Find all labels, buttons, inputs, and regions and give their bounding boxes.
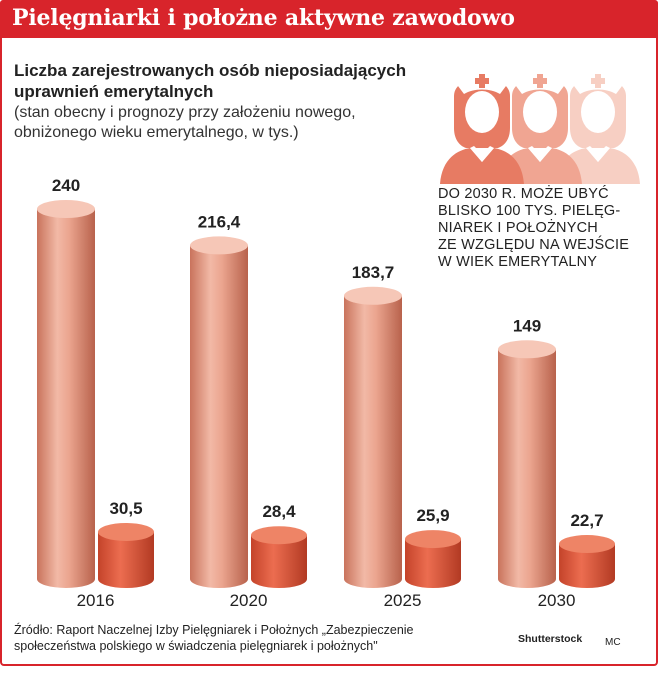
annotation-line: NIAREK I POŁOŻNYCH bbox=[438, 220, 598, 236]
bar-secondary bbox=[251, 526, 307, 588]
value-label-total: 240 bbox=[52, 176, 80, 195]
annotation-line: W WIEK EMERYTALNY bbox=[438, 254, 598, 270]
value-label-secondary: 28,4 bbox=[262, 502, 296, 521]
source-note: Źródło: Raport Naczelnej Izby Pielęgniar… bbox=[14, 622, 474, 654]
page-title: Pielęgniarki i położne aktywne zawodowo bbox=[12, 5, 515, 31]
bar-total bbox=[37, 200, 95, 588]
nurses-illustration bbox=[440, 74, 640, 184]
bar-secondary bbox=[98, 522, 154, 588]
chart-heading: Liczba zarejestrowanych osób nieposiadaj… bbox=[14, 60, 434, 143]
source-line: społeczeństwa polskiego w świadczenia pi… bbox=[14, 639, 378, 653]
value-label-total: 183,7 bbox=[352, 263, 395, 282]
annotation-line: BLISKO 100 TYS. PIELĘG- bbox=[438, 203, 621, 219]
source-line: Źródło: Raport Naczelnej Izby Pielęgniar… bbox=[14, 623, 414, 637]
bar-secondary bbox=[405, 530, 461, 588]
photo-credit: Shutterstock bbox=[518, 633, 583, 645]
category-label: 2025 bbox=[384, 591, 422, 610]
category-label: 2030 bbox=[538, 591, 576, 610]
value-label-secondary: 25,9 bbox=[416, 506, 449, 525]
annotation-line: DO 2030 R. MOŻE UBYĆ bbox=[438, 186, 609, 202]
bar-secondary bbox=[559, 535, 615, 588]
header-bar: Pielęgniarki i położne aktywne zawodowo bbox=[0, 0, 658, 38]
value-label-total: 216,4 bbox=[198, 212, 241, 231]
value-label-secondary: 22,7 bbox=[570, 511, 603, 530]
bar-total bbox=[498, 340, 556, 588]
chart-annotation: DO 2030 R. MOŻE UBYĆ BLISKO 100 TYS. PIE… bbox=[438, 186, 648, 271]
bar-total bbox=[190, 236, 248, 588]
nurse-icon bbox=[440, 74, 524, 184]
chart-subtitle: (stan obecny i prognozy przy założeniu n… bbox=[14, 104, 356, 141]
category-label: 2020 bbox=[230, 591, 268, 610]
value-label-total: 149 bbox=[513, 316, 541, 335]
nurse-icon bbox=[498, 74, 582, 184]
nurse-icon bbox=[556, 74, 640, 184]
annotation-line: ZE WZGLĘDU NA WEJŚCIE bbox=[438, 237, 630, 253]
chart-title: Liczba zarejestrowanych osób nieposiadaj… bbox=[14, 61, 407, 101]
category-label: 2016 bbox=[77, 591, 115, 610]
value-label-secondary: 30,5 bbox=[109, 499, 142, 518]
bar-total bbox=[344, 286, 402, 588]
author-initials: MC bbox=[605, 637, 621, 648]
